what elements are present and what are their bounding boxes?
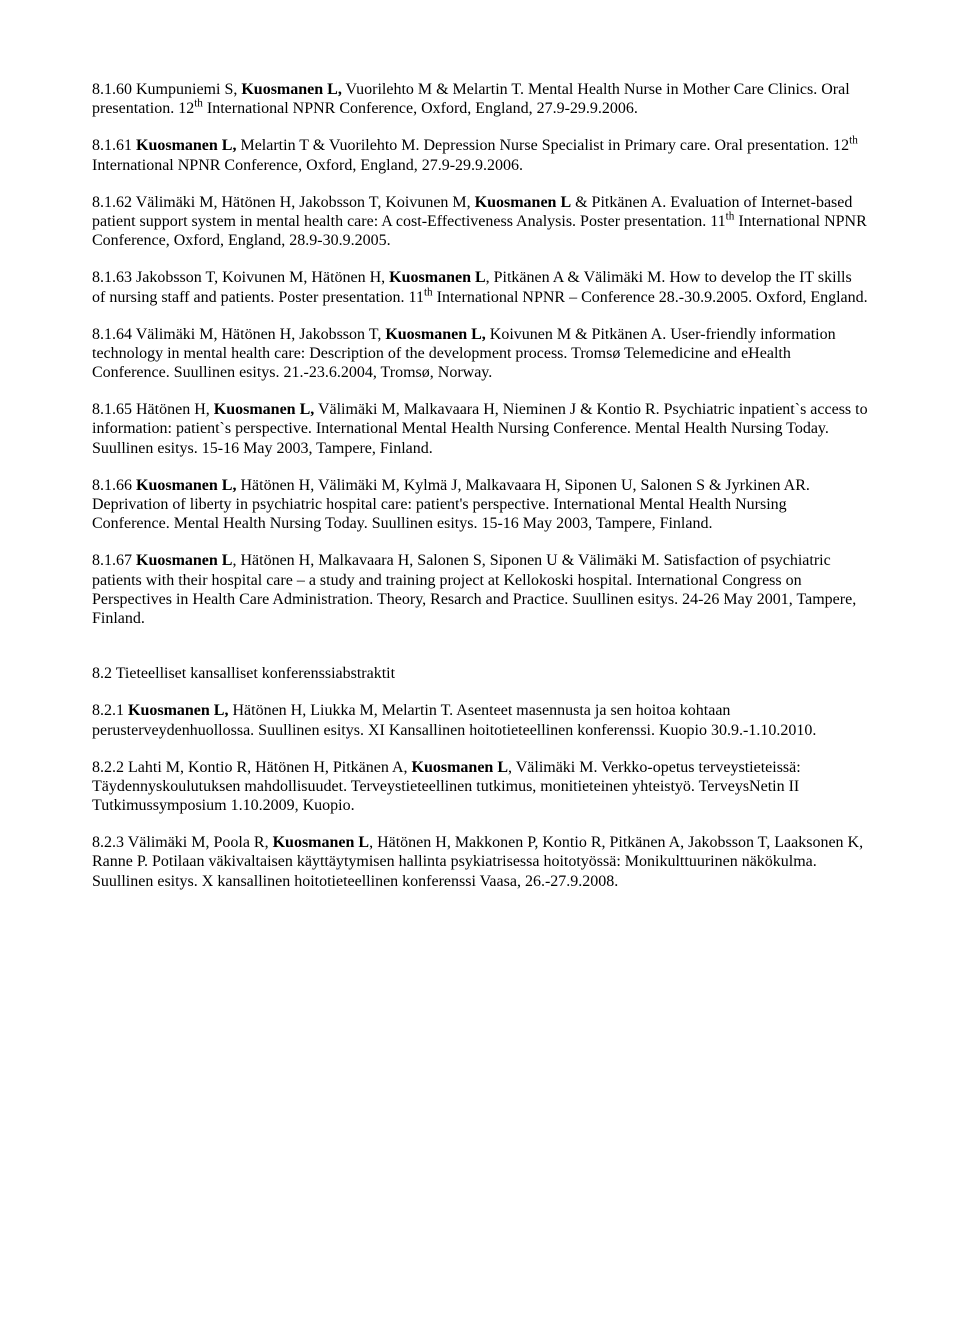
entry-author-bold: Kuosmanen L [475, 194, 571, 211]
entry-rest: International NPNR – Conference 28.-30.9… [433, 289, 868, 306]
entry-prefix: 8.1.63 Jakobsson T, Koivunen M, Hätönen … [92, 269, 389, 286]
entry-author-bold: Kuosmanen L [389, 269, 485, 286]
entry-prefix: 8.1.60 Kumpuniemi S, [92, 81, 241, 98]
entry-prefix: 8.2.2 Lahti M, Kontio R, Hätönen H, Pitk… [92, 759, 412, 776]
section-heading: 8.2 Tieteelliset kansalliset konferenssi… [92, 664, 868, 683]
reference-entry-2-0: 8.2.1 Kuosmanen L, Hätönen H, Liukka M, … [92, 701, 868, 739]
reference-entry-1-6: 8.1.66 Kuosmanen L, Hätönen H, Välimäki … [92, 476, 868, 534]
entry-prefix: 8.1.64 Välimäki M, Hätönen H, Jakobsson … [92, 326, 385, 343]
ordinal-superscript: th [424, 286, 433, 298]
entry-author-bold: Kuosmanen L, [136, 137, 236, 154]
entry-prefix: 8.2.1 [92, 702, 128, 719]
entry-rest: International NPNR Conference, Oxford, E… [203, 100, 638, 117]
entry-author-bold: Kuosmanen L, [128, 702, 228, 719]
entry-prefix: 8.1.65 Hätönen H, [92, 401, 214, 418]
entry-prefix: 8.2.3 Välimäki M, Poola R, [92, 834, 273, 851]
reference-entry-2-1: 8.2.2 Lahti M, Kontio R, Hätönen H, Pitk… [92, 758, 868, 816]
entry-rest: International NPNR Conference, Oxford, E… [92, 157, 523, 174]
entry-author-bold: Kuosmanen L, [214, 401, 314, 418]
entry-author-bold: Kuosmanen L, [136, 477, 236, 494]
entry-prefix: 8.1.61 [92, 137, 136, 154]
reference-entry-1-3: 8.1.63 Jakobsson T, Koivunen M, Hätönen … [92, 268, 868, 306]
entry-author-bold: Kuosmanen L, [385, 326, 485, 343]
reference-entry-1-5: 8.1.65 Hätönen H, Kuosmanen L, Välimäki … [92, 400, 868, 458]
reference-entry-1-7: 8.1.67 Kuosmanen L, Hätönen H, Malkavaar… [92, 551, 868, 628]
ordinal-superscript: th [849, 135, 858, 147]
reference-entry-1-1: 8.1.61 Kuosmanen L, Melartin T & Vuorile… [92, 136, 868, 174]
entry-author-bold: Kuosmanen L [273, 834, 369, 851]
document-body: 8.1.60 Kumpuniemi S, Kuosmanen L, Vuoril… [92, 80, 868, 891]
entry-author-bold: Kuosmanen L [412, 759, 508, 776]
entry-prefix: 8.1.66 [92, 477, 136, 494]
entry-prefix: 8.1.62 Välimäki M, Hätönen H, Jakobsson … [92, 194, 475, 211]
reference-entry-1-0: 8.1.60 Kumpuniemi S, Kuosmanen L, Vuoril… [92, 80, 868, 118]
entry-prefix: 8.1.67 [92, 552, 136, 569]
entry-author-bold: Kuosmanen L, [241, 81, 341, 98]
ordinal-superscript: th [194, 98, 203, 110]
reference-entry-1-2: 8.1.62 Välimäki M, Hätönen H, Jakobsson … [92, 193, 868, 251]
entry-author-bold: Kuosmanen L [136, 552, 232, 569]
reference-entry-2-2: 8.2.3 Välimäki M, Poola R, Kuosmanen L, … [92, 833, 868, 891]
reference-entry-1-4: 8.1.64 Välimäki M, Hätönen H, Jakobsson … [92, 325, 868, 383]
entry-mid: Melartin T & Vuorilehto M. Depression Nu… [236, 137, 849, 154]
